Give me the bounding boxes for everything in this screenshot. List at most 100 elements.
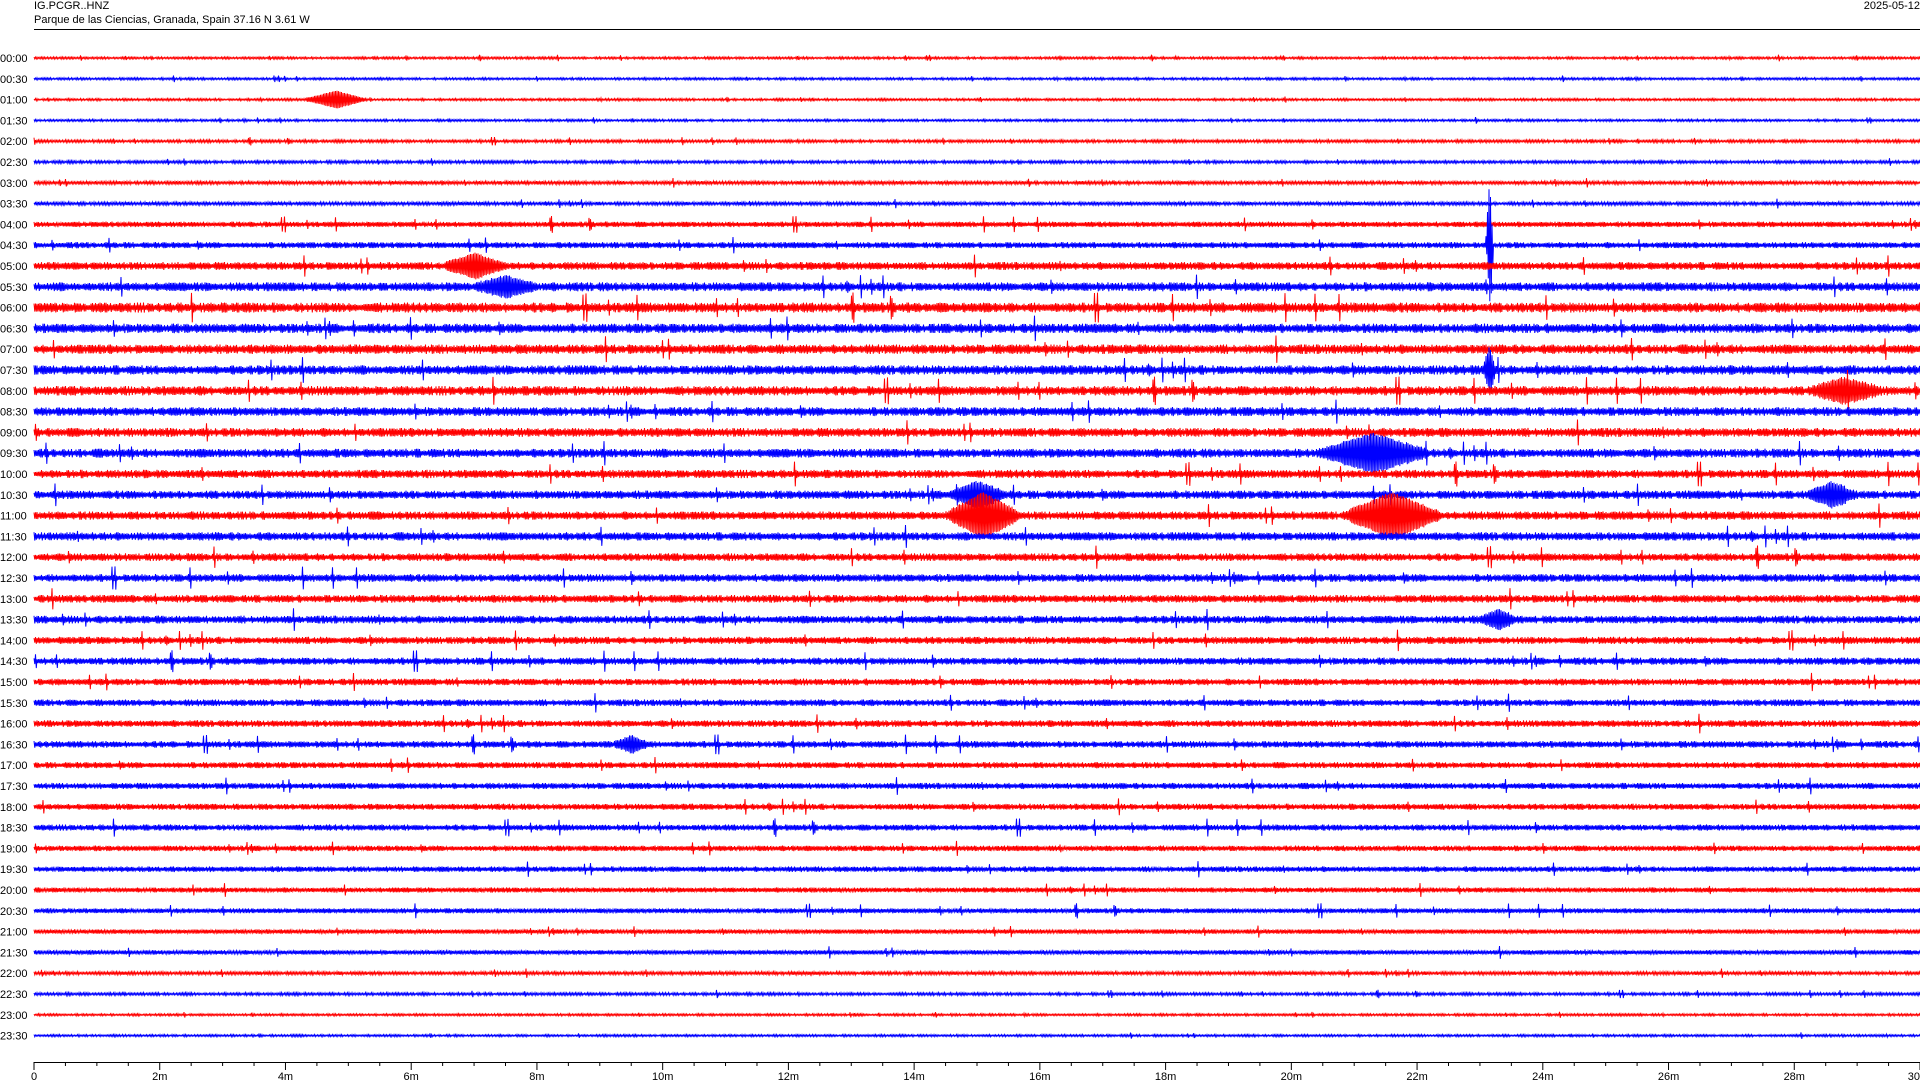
row-time-label: 12:00 [0, 552, 28, 564]
x-tick-label: 14m [903, 1071, 924, 1080]
row-time-label: 00:30 [0, 74, 28, 86]
row-time-label: 13:00 [0, 594, 28, 606]
x-tick-label: 2m [152, 1071, 167, 1080]
x-tick-label: 22m [1406, 1071, 1427, 1080]
row-time-label: 09:30 [0, 448, 28, 460]
row-time-label: 11:30 [0, 531, 27, 543]
seismic-trace-1100 [33, 492, 1920, 539]
x-tick-label: 8m [529, 1071, 544, 1080]
row-time-label: 18:00 [0, 802, 28, 814]
row-time-label: 05:30 [0, 282, 28, 294]
x-tick-label: 18m [1155, 1071, 1176, 1080]
seismic-trace-1700 [33, 756, 1920, 774]
row-time-label: 11:00 [0, 511, 27, 523]
seismic-trace-1230 [33, 566, 1920, 590]
trace-rows: 00:00 00:30 01:00 01:30 02:00 02:30 03:00 03:30… [0, 53, 1920, 1043]
seismic-trace-0300 [33, 177, 1920, 188]
seismic-trace-2130 [33, 945, 1920, 959]
row-time-label: 12:30 [0, 573, 28, 585]
row-time-label: 22:30 [0, 989, 28, 1001]
seismic-trace-0700 [33, 335, 1920, 363]
x-tick-label: 16m [1029, 1071, 1050, 1080]
row-time-label: 10:00 [0, 469, 28, 481]
seismic-trace-0600 [33, 292, 1920, 323]
row-time-label: 23:30 [0, 1031, 28, 1043]
row-time-label: 13:30 [0, 615, 28, 627]
seismic-trace-1130 [33, 524, 1920, 548]
row-time-label: 08:00 [0, 386, 28, 398]
seismic-trace-0030 [33, 75, 1920, 83]
seismic-trace-0830 [33, 399, 1920, 424]
row-time-label: 05:00 [0, 261, 28, 273]
x-tick-label: 4m [278, 1071, 293, 1080]
seismic-trace-0430 [33, 189, 1920, 302]
seismic-trace-0800 [33, 369, 1920, 412]
seismic-trace-1500 [33, 672, 1920, 692]
seismic-trace-0330 [33, 198, 1920, 209]
x-tick-label: 28m [1784, 1071, 1805, 1080]
row-time-label: 15:30 [0, 698, 28, 710]
seismic-trace-0630 [33, 315, 1920, 342]
row-time-label: 03:00 [0, 178, 28, 190]
seismic-trace-0400 [33, 215, 1920, 233]
seismic-trace-1200 [33, 545, 1920, 569]
seismic-trace-1630 [33, 734, 1920, 755]
row-time-label: 01:30 [0, 115, 28, 127]
row-time-label: 10:30 [0, 490, 28, 502]
x-tick-label: 0 [31, 1071, 37, 1080]
seismic-trace-0730 [33, 347, 1920, 393]
row-time-label: 06:00 [0, 303, 28, 315]
row-time-label: 20:30 [0, 906, 28, 918]
row-time-label: 20:00 [0, 885, 28, 897]
x-tick-label: 12m [778, 1071, 799, 1080]
seismic-trace-1600 [33, 713, 1920, 734]
seismic-trace-0130 [33, 116, 1920, 124]
row-time-label: 17:30 [0, 781, 28, 793]
seismic-trace-2330 [33, 1032, 1920, 1039]
row-time-label: 04:30 [0, 240, 28, 252]
seismic-trace-2300 [33, 1011, 1920, 1019]
row-time-label: 07:30 [0, 365, 28, 377]
row-time-label: 21:00 [0, 927, 28, 939]
seismic-trace-1430 [33, 650, 1920, 673]
seismic-trace-0230 [33, 158, 1920, 166]
seismic-trace-2200 [33, 968, 1920, 978]
row-time-label: 00:00 [0, 53, 28, 65]
seismic-trace-1800 [33, 798, 1920, 816]
x-tick-label: 26m [1658, 1071, 1679, 1080]
station-id: IG.PCGR..HNZ [34, 0, 110, 12]
seismic-trace-0000 [33, 54, 1920, 62]
seismic-trace-2230 [33, 989, 1920, 999]
row-time-label: 16:00 [0, 719, 28, 731]
row-time-label: 02:00 [0, 136, 28, 148]
seismic-trace-0930 [33, 432, 1920, 474]
row-time-label: 08:30 [0, 407, 28, 419]
row-time-label: 01:00 [0, 95, 28, 107]
row-time-label: 18:30 [0, 823, 28, 835]
row-time-label: 02:30 [0, 157, 28, 169]
seismic-trace-2030 [33, 903, 1920, 919]
seismic-trace-2100 [33, 925, 1920, 938]
row-time-label: 07:00 [0, 344, 28, 356]
x-tick-label: 10m [652, 1071, 673, 1080]
row-time-label: 19:30 [0, 864, 28, 876]
row-time-label: 06:30 [0, 323, 28, 335]
x-tick-label: 20m [1281, 1071, 1302, 1080]
row-time-label: 17:00 [0, 760, 28, 772]
seismic-trace-0200 [33, 136, 1920, 146]
seismic-trace-1530 [33, 693, 1920, 713]
seismic-trace-0500 [33, 252, 1920, 280]
seismic-trace-1900 [33, 840, 1920, 856]
x-axis: 0 2m 4m 6m 8m 10m 12m 14m 16m 18m 20m 22m 24m 26m 28m 3… [31, 1062, 1920, 1080]
row-time-label: 04:00 [0, 219, 28, 231]
row-time-label: 16:30 [0, 739, 28, 751]
seismic-trace-0100 [33, 90, 1920, 109]
seismic-trace-1730 [33, 777, 1920, 795]
seismic-trace-0900 [33, 419, 1920, 446]
x-tick-label: 6m [404, 1071, 419, 1080]
x-tick-label: 30 [1908, 1071, 1920, 1080]
row-time-label: 03:30 [0, 199, 28, 211]
record-date: 2025-05-12 [1863, 0, 1920, 12]
seismic-trace-1330 [33, 608, 1920, 631]
